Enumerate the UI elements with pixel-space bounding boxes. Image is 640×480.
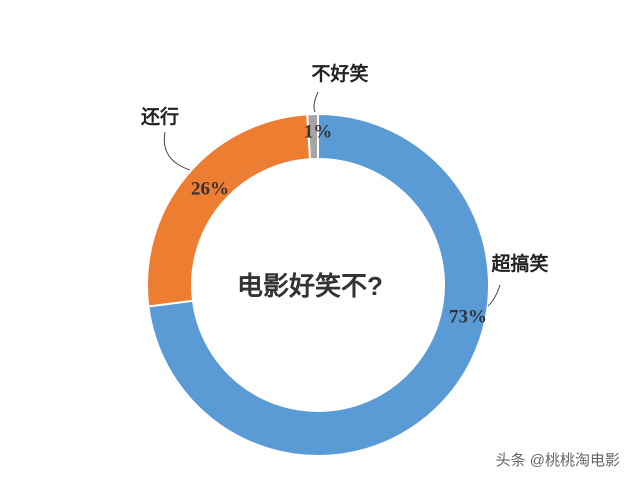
leader-line: [313, 91, 319, 113]
value-label: 26%: [191, 178, 229, 199]
slice: [306, 112, 319, 161]
category-label: 不好笑: [311, 62, 368, 85]
value-label: 73%: [449, 306, 487, 327]
center-label: 电影好笑不?: [237, 271, 383, 301]
category-label: 还行: [140, 105, 179, 128]
donut: [146, 112, 490, 457]
watermark: 头条 @桃桃淘电影: [496, 452, 620, 469]
leader-line: [487, 284, 501, 307]
slice: [147, 112, 490, 457]
leader-line: [163, 131, 191, 171]
value-label: 1%: [304, 121, 333, 142]
category-label: 超搞笑: [490, 252, 548, 275]
